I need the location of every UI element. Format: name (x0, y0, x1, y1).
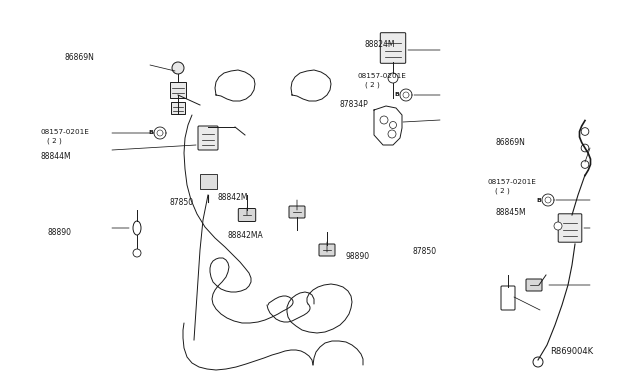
Text: 87850: 87850 (170, 198, 194, 207)
Text: 88844M: 88844M (40, 152, 71, 161)
FancyBboxPatch shape (170, 82, 186, 98)
FancyBboxPatch shape (289, 206, 305, 218)
FancyBboxPatch shape (380, 33, 406, 63)
FancyBboxPatch shape (526, 279, 542, 291)
Text: 87834P: 87834P (339, 100, 368, 109)
FancyBboxPatch shape (200, 173, 216, 189)
Text: 98890: 98890 (346, 252, 370, 261)
Circle shape (581, 128, 589, 135)
Text: B: B (148, 131, 154, 135)
Text: 08157-0201E: 08157-0201E (358, 73, 406, 79)
Text: 88842MA: 88842MA (227, 231, 263, 240)
FancyBboxPatch shape (198, 126, 218, 150)
Circle shape (581, 144, 589, 152)
Text: ( 2 ): ( 2 ) (495, 187, 509, 194)
Circle shape (388, 73, 398, 83)
Circle shape (554, 222, 562, 230)
Circle shape (581, 161, 589, 169)
Text: 08157-0201E: 08157-0201E (488, 179, 536, 185)
Text: 88845M: 88845M (496, 208, 527, 217)
Text: ( 2 ): ( 2 ) (47, 137, 61, 144)
Circle shape (380, 116, 388, 124)
Circle shape (533, 357, 543, 367)
FancyBboxPatch shape (558, 214, 582, 242)
Circle shape (390, 122, 397, 128)
Text: 86869N: 86869N (496, 138, 526, 147)
Text: 87850: 87850 (413, 247, 437, 256)
Circle shape (388, 130, 396, 138)
FancyBboxPatch shape (501, 286, 515, 310)
Text: R869004K: R869004K (550, 347, 593, 356)
Text: 86869N: 86869N (65, 53, 95, 62)
Circle shape (172, 62, 184, 74)
Text: 88890: 88890 (48, 228, 72, 237)
Text: 08157-0201E: 08157-0201E (40, 129, 89, 135)
Text: ( 2 ): ( 2 ) (365, 81, 380, 88)
Text: B: B (536, 198, 541, 202)
FancyBboxPatch shape (171, 102, 185, 114)
Text: B: B (394, 93, 399, 97)
Text: 88842M: 88842M (218, 193, 248, 202)
Text: 88824M: 88824M (365, 40, 396, 49)
Circle shape (133, 249, 141, 257)
FancyBboxPatch shape (238, 208, 256, 221)
FancyBboxPatch shape (319, 244, 335, 256)
Ellipse shape (133, 221, 141, 235)
